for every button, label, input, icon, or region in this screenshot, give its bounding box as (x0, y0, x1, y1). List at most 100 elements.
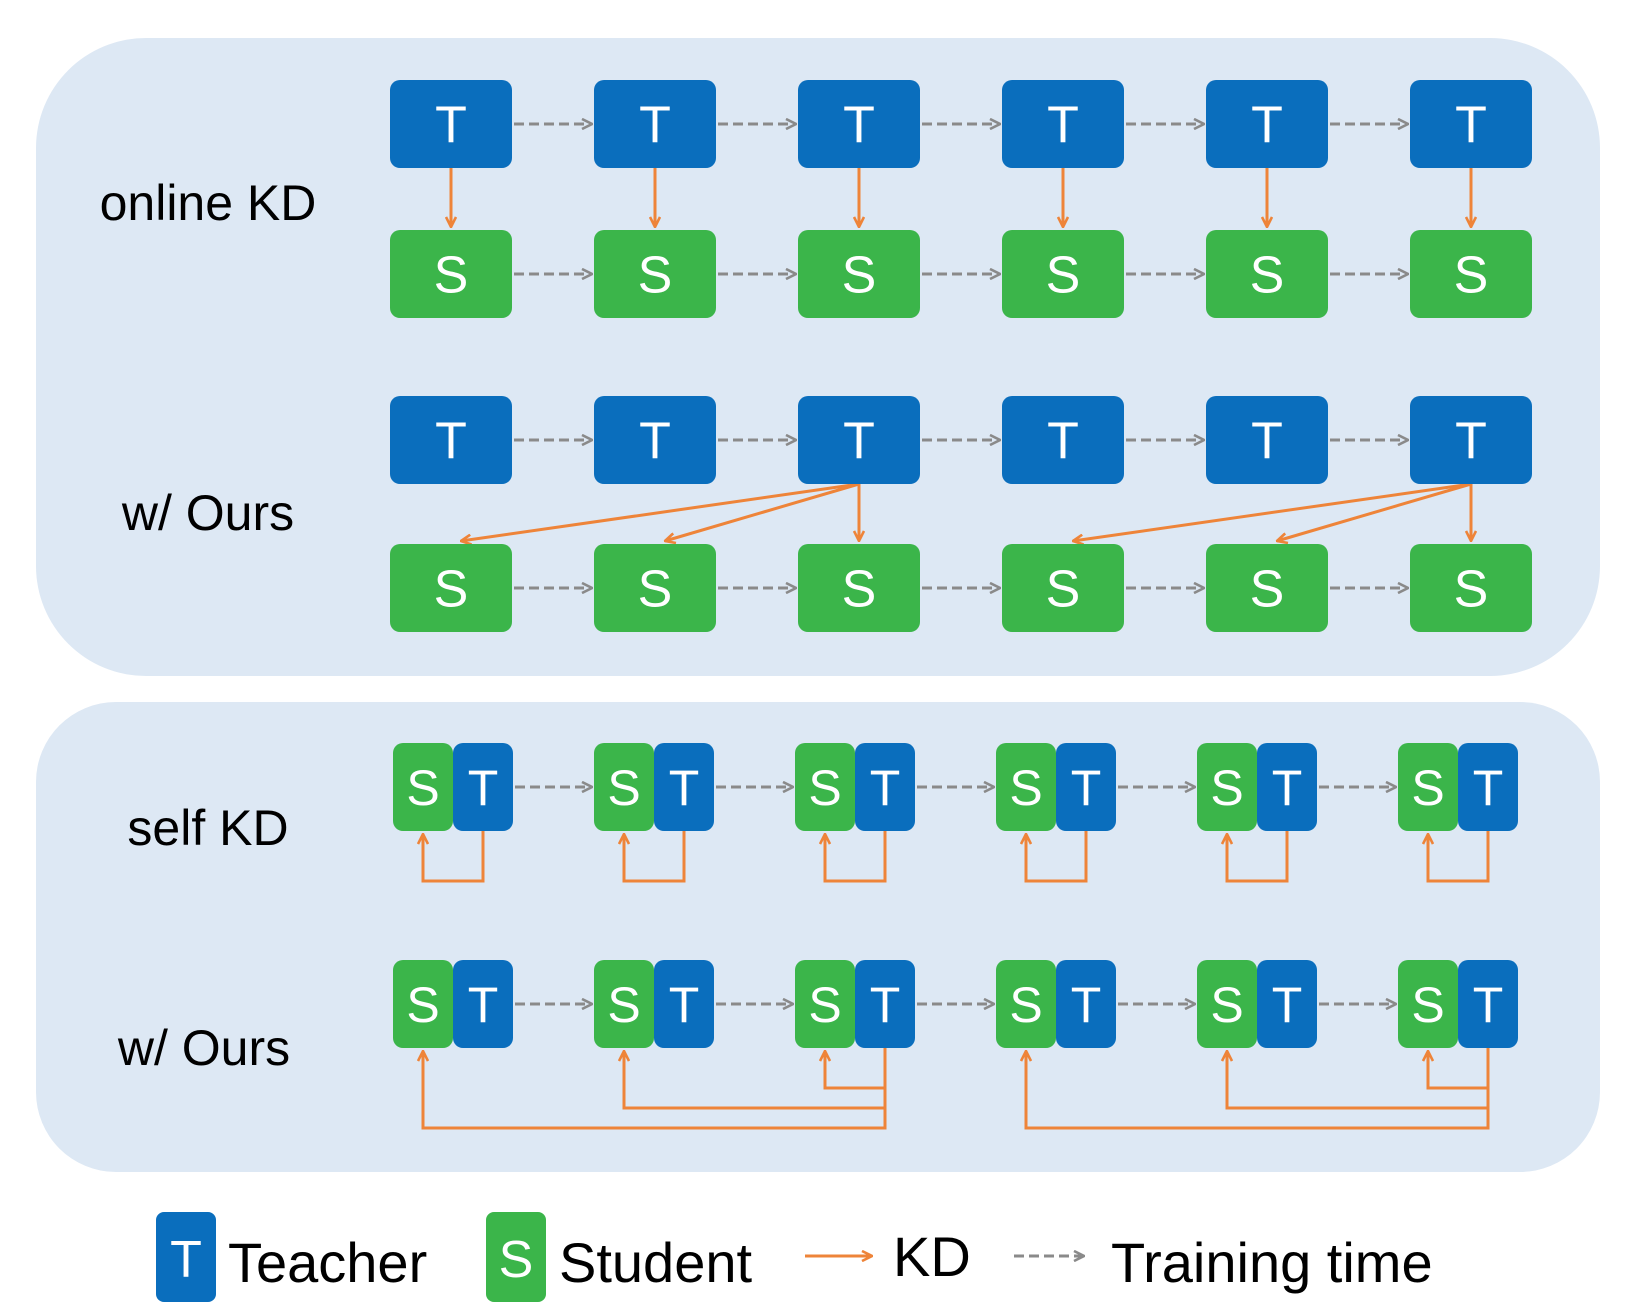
online-kd-student-5-shape (1206, 230, 1328, 318)
online-kd-student-1-glyph: S (434, 247, 469, 305)
online-ours-teacher-6-shape (1410, 396, 1532, 484)
online-kd-student-1: S (390, 230, 512, 318)
online-ours-student-2-shape (594, 544, 716, 632)
online-ours-student-3-glyph: S (842, 561, 877, 619)
self-kd-student-5: S (1197, 743, 1257, 831)
self-kd-teacher-1-shape (453, 743, 513, 831)
self-ours-teacher-2-glyph: T (669, 977, 700, 1033)
online-kd-student-4-shape (1002, 230, 1124, 318)
self-ours-teacher-1-shape (453, 960, 513, 1048)
online-kd-teacher-5: T (1206, 80, 1328, 168)
online-kd-teacher-1-glyph: T (435, 97, 467, 155)
self-ours-student-1-glyph: S (406, 977, 439, 1033)
online-kd-student-5-glyph: S (1250, 247, 1285, 305)
self-ours-student-4-glyph: S (1009, 977, 1042, 1033)
self-kd-teacher-6-shape (1458, 743, 1518, 831)
online-kd-teacher-1: T (390, 80, 512, 168)
legend-teacher-swatch (156, 1212, 216, 1302)
online-ours-teacher-5: T (1206, 396, 1328, 484)
self-kd-teacher-6: T (1458, 743, 1518, 831)
self-kd-student-4-glyph: S (1009, 760, 1042, 816)
online-kd-student-3-shape (798, 230, 920, 318)
self-ours-teacher-5: T (1257, 960, 1317, 1048)
online-kd-teacher-3-shape (798, 80, 920, 168)
self-ours-student-6: S (1398, 960, 1458, 1048)
self-kd-kd-loop-2 (624, 831, 686, 883)
online-ours-teacher-5-glyph: T (1251, 413, 1283, 471)
self-ours-teacher-1-glyph: T (468, 977, 499, 1033)
self-ours-kd-loop-6-to-4 (1026, 1048, 1490, 1130)
self-ours-student-3-glyph: S (808, 977, 841, 1033)
online-ours-teacher-3-glyph: T (843, 413, 875, 471)
online-kd-student-6-glyph: S (1454, 247, 1489, 305)
online-kd-teacher-4-glyph: T (1047, 97, 1079, 155)
self-ours-teacher-1: T (453, 960, 513, 1048)
online-kd-teacher-5-glyph: T (1251, 97, 1283, 155)
self-ours-teacher-2-shape (654, 960, 714, 1048)
self-ours-teacher-6: T (1458, 960, 1518, 1048)
self-ours-student-2-shape (594, 960, 654, 1048)
online-kd-teacher-6: T (1410, 80, 1532, 168)
self-kd-teacher-3-shape (855, 743, 915, 831)
online-kd-teacher-1-shape (390, 80, 512, 168)
online-kd-student-6-shape (1410, 230, 1532, 318)
legend-student-swatch (486, 1212, 546, 1302)
row-label-online-kd: online KD (100, 175, 317, 231)
self-kd-kd-loop-1 (423, 831, 485, 883)
self-kd-student-3-glyph: S (808, 760, 841, 816)
online-kd-student-4-glyph: S (1046, 247, 1081, 305)
online-ours-student-1: S (390, 544, 512, 632)
legend-student-glyph: S (499, 1231, 534, 1289)
online-kd-student-3-glyph: S (842, 247, 877, 305)
self-kd-teacher-4-shape (1056, 743, 1116, 831)
legend-kd-label: KD (893, 1225, 971, 1288)
online-ours-student-2-glyph: S (638, 561, 673, 619)
self-kd-teacher-5-glyph: T (1272, 760, 1303, 816)
self-kd-teacher-2-shape (654, 743, 714, 831)
self-kd-student-2-shape (594, 743, 654, 831)
online-kd-student-2-shape (594, 230, 716, 318)
online-ours-teacher-1: T (390, 396, 512, 484)
self-kd-teacher-1: T (453, 743, 513, 831)
online-ours-student-5-glyph: S (1250, 561, 1285, 619)
online-ours-student-6-glyph: S (1454, 561, 1489, 619)
online-ours-student-5: S (1206, 544, 1328, 632)
self-ours-student-6-glyph: S (1411, 977, 1444, 1033)
self-kd-teacher-2: T (654, 743, 714, 831)
self-ours-teacher-4-shape (1056, 960, 1116, 1048)
online-ours-student-3: S (798, 544, 920, 632)
legend-student-label: Student (559, 1231, 752, 1294)
online-ours-kd-arrow-3-to-1 (461, 482, 860, 541)
self-kd-student-5-glyph: S (1210, 760, 1243, 816)
self-ours-student-1-shape (393, 960, 453, 1048)
legend-teacher-label: Teacher (228, 1231, 427, 1294)
self-kd-teacher-3: T (855, 743, 915, 831)
online-ours-teacher-4-glyph: T (1047, 413, 1079, 471)
self-kd-student-1-shape (393, 743, 453, 831)
online-ours-teacher-3-shape (798, 396, 920, 484)
self-kd-student-1-glyph: S (406, 760, 439, 816)
self-kd-student-4-shape (996, 743, 1056, 831)
self-kd-student-2-glyph: S (607, 760, 640, 816)
online-kd-teacher-6-shape (1410, 80, 1532, 168)
self-kd-kd-loop-6 (1428, 831, 1490, 883)
self-ours-student-4-shape (996, 960, 1056, 1048)
online-ours-teacher-1-glyph: T (435, 413, 467, 471)
online-ours-student-3-shape (798, 544, 920, 632)
online-kd-teacher-5-shape (1206, 80, 1328, 168)
online-ours-teacher-6: T (1410, 396, 1532, 484)
online-ours-kd-arrow-6-to-5 (1277, 482, 1472, 541)
self-ours-student-5: S (1197, 960, 1257, 1048)
self-kd-student-3: S (795, 743, 855, 831)
self-ours-kd-loop-3-to-1 (423, 1048, 887, 1130)
self-kd-teacher-5-shape (1257, 743, 1317, 831)
self-kd-student-1: S (393, 743, 453, 831)
self-ours-student-6-shape (1398, 960, 1458, 1048)
self-ours-teacher-2: T (654, 960, 714, 1048)
self-ours-teacher-6-shape (1458, 960, 1518, 1048)
online-ours-student-4-shape (1002, 544, 1124, 632)
online-ours-teacher-2-shape (594, 396, 716, 484)
self-ours-teacher-3-shape (855, 960, 915, 1048)
online-kd-teacher-4: T (1002, 80, 1124, 168)
